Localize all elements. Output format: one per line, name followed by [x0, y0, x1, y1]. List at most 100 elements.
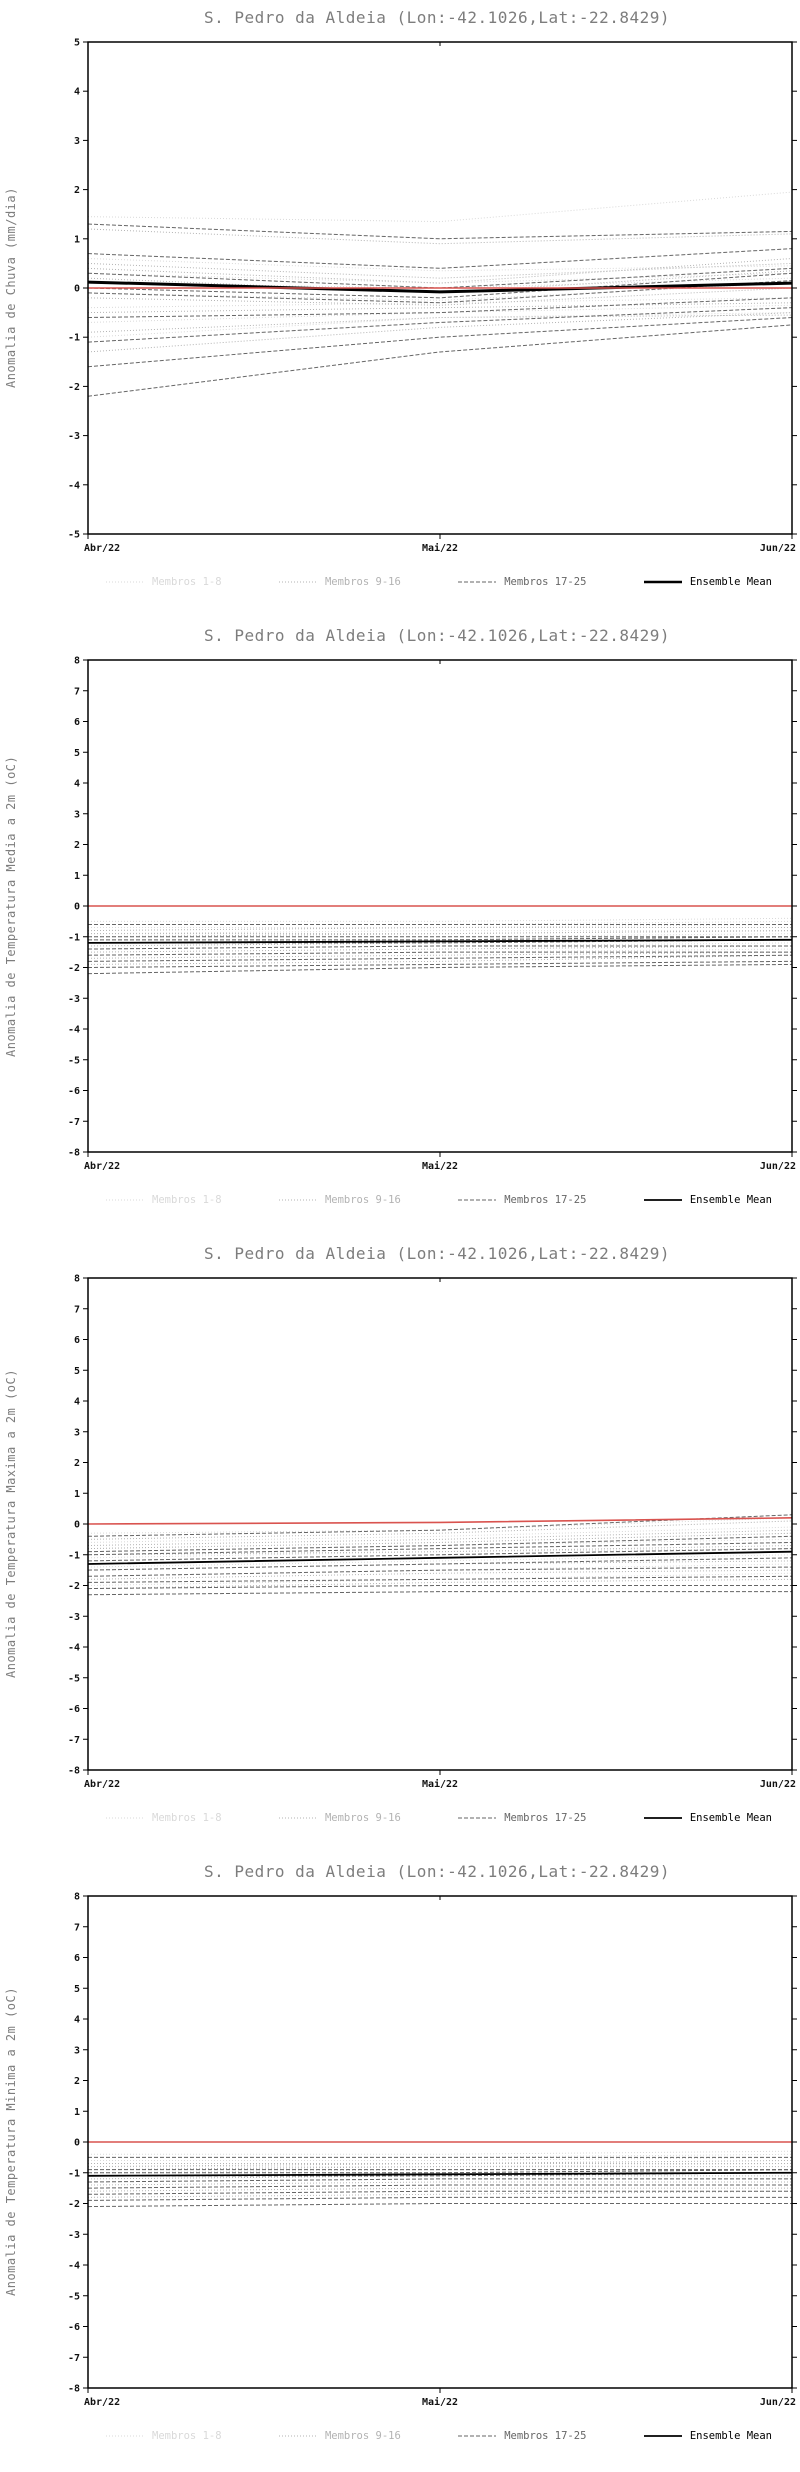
plot-area: -5 -4 -3 -2 -1 0 1 2 3 4 5 Abr/22 Mai/22 Jun/22 [68, 38, 797, 554]
svg-text:Jun/22: Jun/22 [760, 543, 796, 554]
legend: Membros 1-8 Membros 9-16 Membros 17-25 E… [0, 2430, 800, 2442]
svg-text:0: 0 [74, 2138, 80, 2149]
legend-label: Membros 9-16 [324, 2430, 401, 2442]
legend: Membros 1-8 Membros 9-16 Membros 17-25 E… [0, 576, 800, 588]
svg-text:-8: -8 [68, 1766, 80, 1777]
svg-text:1: 1 [74, 2107, 80, 2118]
svg-text:-3: -3 [68, 994, 80, 1005]
svg-text:-6: -6 [68, 1086, 80, 1097]
svg-text:-1: -1 [68, 932, 80, 943]
legend-line-sample [458, 1199, 497, 1201]
svg-text:-7: -7 [68, 1117, 80, 1128]
legend-item-membros-17-25: Membros 17-25 [457, 1194, 586, 1206]
legend: Membros 1-8 Membros 9-16 Membros 17-25 E… [0, 1812, 800, 1824]
legend-label: Membros 1-8 [152, 2430, 222, 2442]
svg-text:2: 2 [74, 2076, 80, 2087]
svg-text:0: 0 [74, 902, 80, 913]
svg-text:1: 1 [74, 1489, 80, 1500]
svg-text:-4: -4 [68, 1025, 80, 1036]
svg-text:5: 5 [74, 1366, 80, 1377]
svg-text:6: 6 [74, 1335, 80, 1346]
svg-text:1: 1 [74, 871, 80, 882]
legend-label: Membros 17-25 [504, 1194, 587, 1206]
svg-text:-2: -2 [68, 1581, 80, 1592]
svg-text:2: 2 [74, 840, 80, 851]
legend-item-membros-1-8: Membros 1-8 [105, 2430, 222, 2442]
chart-panel-temp-maxima: S. Pedro da Aldeia (Lon:-42.1026,Lat:-22… [0, 1236, 800, 1854]
svg-text:7: 7 [74, 1922, 80, 1933]
svg-text:-1: -1 [68, 2168, 80, 2179]
svg-text:4: 4 [74, 779, 80, 790]
legend-line-sample [643, 580, 682, 584]
svg-text:Jun/22: Jun/22 [760, 2397, 796, 2408]
svg-text:4: 4 [74, 1397, 80, 1408]
svg-text:Abr/22: Abr/22 [84, 1161, 120, 1172]
svg-text:-2: -2 [68, 382, 80, 393]
svg-text:7: 7 [74, 1304, 80, 1315]
svg-text:4: 4 [74, 2015, 80, 2026]
svg-text:5: 5 [74, 748, 80, 759]
legend-line-sample [643, 1817, 682, 1819]
svg-text:-8: -8 [68, 2384, 80, 2395]
svg-text:-7: -7 [68, 2353, 80, 2364]
legend-item-membros-17-25: Membros 17-25 [457, 2430, 586, 2442]
svg-text:3: 3 [74, 1427, 80, 1438]
legend-line-sample [458, 581, 497, 583]
legend-label: Membros 1-8 [152, 1812, 222, 1824]
plot-area: -8 -7 -6 -5 -4 -3 -2 -1 0 1 2 3 4 5 6 7 8 Abr/22 Mai/22 Jun… [68, 656, 797, 1172]
legend-line-sample [278, 581, 317, 583]
svg-text:-8: -8 [68, 1148, 80, 1159]
svg-text:8: 8 [74, 1892, 80, 1903]
svg-text:-1: -1 [68, 1550, 80, 1561]
legend-label: Membros 1-8 [152, 576, 222, 588]
legend-line-sample [643, 1199, 682, 1201]
svg-text:7: 7 [74, 686, 80, 697]
legend-line-sample [458, 1817, 497, 1819]
svg-text:-4: -4 [68, 2261, 80, 2272]
svg-text:Abr/22: Abr/22 [84, 1779, 120, 1790]
legend-label: Ensemble Mean [689, 1812, 772, 1824]
svg-text:-6: -6 [68, 1704, 80, 1715]
svg-text:6: 6 [74, 1953, 80, 1964]
legend-line-sample [106, 2435, 144, 2437]
legend-item-membros-1-8: Membros 1-8 [105, 1194, 222, 1206]
legend-line-sample [643, 2435, 682, 2437]
svg-text:2: 2 [74, 1458, 80, 1469]
legend-line-sample [278, 1199, 317, 1201]
legend-line-sample [106, 1199, 144, 1201]
legend-item-membros-17-25: Membros 17-25 [457, 576, 586, 588]
svg-text:-5: -5 [68, 530, 80, 541]
svg-text:Mai/22: Mai/22 [422, 2396, 458, 2408]
svg-text:Mai/22: Mai/22 [422, 542, 458, 554]
plot-area: -8 -7 -6 -5 -4 -3 -2 -1 0 1 2 3 4 5 6 7 8 Abr/22 Mai/22 Jun… [68, 1892, 797, 2408]
legend-label: Membros 17-25 [504, 2430, 587, 2442]
legend-item-membros-9-16: Membros 9-16 [278, 1194, 401, 1206]
svg-text:-3: -3 [68, 1612, 80, 1623]
legend-label: Ensemble Mean [689, 2430, 772, 2442]
svg-text:-7: -7 [68, 1735, 80, 1746]
chart-title: S. Pedro da Aldeia (Lon:-42.1026,Lat:-22… [203, 1244, 671, 1263]
legend-line-sample [278, 1817, 317, 1819]
legend-label: Membros 9-16 [324, 1812, 401, 1824]
legend-label: Membros 9-16 [324, 1194, 401, 1206]
legend-line-sample [106, 581, 144, 583]
svg-text:-4: -4 [68, 480, 80, 491]
chart-panel-chuva: S. Pedro da Aldeia (Lon:-42.1026,Lat:-22… [0, 0, 800, 618]
svg-text:-2: -2 [68, 2199, 80, 2210]
legend-item-ensemble-mean: Ensemble Mean [643, 2430, 772, 2442]
legend: Membros 1-8 Membros 9-16 Membros 17-25 E… [0, 1194, 800, 1206]
legend-item-membros-9-16: Membros 9-16 [278, 1812, 401, 1824]
svg-text:Jun/22: Jun/22 [760, 1161, 796, 1172]
svg-text:3: 3 [74, 136, 80, 147]
svg-text:-3: -3 [68, 431, 80, 442]
svg-text:1: 1 [74, 234, 80, 245]
svg-text:-4: -4 [68, 1643, 80, 1654]
svg-text:3: 3 [74, 2045, 80, 2056]
svg-text:6: 6 [74, 717, 80, 728]
svg-text:-5: -5 [68, 1055, 80, 1066]
svg-text:Mai/22: Mai/22 [422, 1778, 458, 1790]
chart-title: S. Pedro da Aldeia (Lon:-42.1026,Lat:-22… [203, 626, 671, 645]
svg-text:4: 4 [74, 87, 80, 98]
legend-item-membros-1-8: Membros 1-8 [105, 576, 222, 588]
legend-line-sample [278, 2435, 317, 2437]
